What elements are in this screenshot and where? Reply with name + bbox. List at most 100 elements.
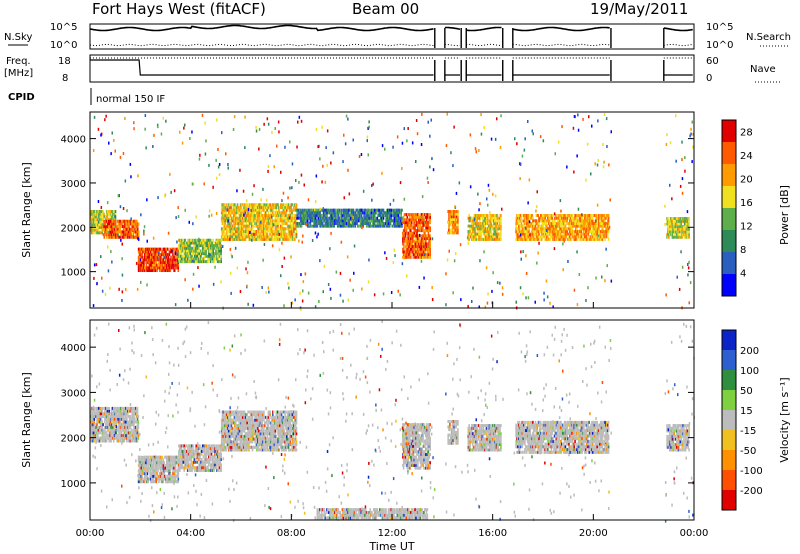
heatmap-cell [291,227,293,231]
heatmap-cell [682,226,685,230]
heatmap-cell [480,227,483,231]
heatmap-cell [260,224,263,228]
heatmap-cell [190,260,192,264]
heatmap-cell [257,219,259,223]
heatmap-cell [122,233,125,237]
heatmap-cell [569,227,572,231]
heatmap-cell [166,255,169,259]
heatmap-cell [480,232,483,236]
heatmap-cell [422,226,424,230]
heatmap-cell [602,232,605,236]
heatmap-cell [267,122,270,126]
heatmap-cell [220,257,222,261]
heatmap-cell [352,216,354,219]
heatmap-cell [581,213,583,217]
heatmap-cell [404,231,407,235]
heatmap-cell [150,258,152,262]
heatmap-cell [266,230,269,233]
heatmap-cell [305,214,307,217]
heatmap-cell [150,250,152,254]
heatmap-cell [414,215,416,219]
heatmap-cell [215,241,217,245]
heatmap-cell [405,223,408,227]
heatmap-cell [287,216,290,220]
heatmap-cell [157,125,159,129]
heatmap-cell [208,257,211,261]
heatmap-cell [271,227,273,231]
heatmap-cell [97,212,100,216]
heatmap-cell [450,228,452,232]
heatmap-cell [547,214,549,217]
heatmap-cell [145,263,148,267]
heatmap-cell [602,235,605,239]
heatmap-cell [241,214,243,217]
heatmap-cell [227,224,229,228]
heatmap-cell [122,207,125,210]
heatmap-cell [227,230,230,233]
heatmap-cell [395,222,398,225]
heatmap-cell [401,141,404,145]
heatmap-cell [578,273,581,276]
heatmap-cell [302,219,305,223]
heatmap-cell [274,230,277,233]
heatmap-cell [341,224,343,228]
heatmap-cell [524,235,526,239]
heatmap-cell [172,253,174,256]
heatmap-cell [382,214,385,217]
heatmap-cell [316,222,319,225]
heatmap-cell [607,216,610,220]
heatmap-cell [340,214,342,217]
heatmap-cell [195,260,198,264]
heatmap-cell [300,307,302,311]
heatmap-cell [448,220,450,224]
heatmap-cell [165,250,167,254]
heatmap-cell [287,230,290,233]
heatmap-cell [314,224,316,228]
heatmap-cell [579,230,582,233]
heatmap-cell [553,235,555,239]
heatmap-cell [592,222,595,225]
heatmap-cell [136,225,139,229]
heatmap-cell [123,219,126,223]
heatmap-cell [107,218,110,221]
heatmap-cell [218,249,221,253]
heatmap-cell [531,222,533,225]
heatmap-cell [314,214,316,217]
heatmap-cell [378,214,380,217]
heatmap-cell [486,237,489,241]
heatmap-cell [426,213,429,217]
heatmap-cell [339,271,342,275]
heatmap-cell [344,222,347,225]
heatmap-cell [314,211,316,215]
heatmap-cell [97,212,99,216]
heatmap-cell [390,216,393,220]
heatmap-cell [450,220,453,224]
heatmap-cell [554,219,556,223]
heatmap-cell [132,219,135,223]
colorbar-swatch [722,164,736,187]
heatmap-cell [580,224,583,228]
heatmap-cell [249,232,252,236]
heatmap-cell [377,219,379,223]
heatmap-cell [472,222,475,225]
heatmap-cell [169,250,172,254]
heatmap-cell [418,221,421,225]
heatmap-cell [257,235,259,239]
heatmap-cell [313,219,315,223]
heatmap-cell [327,216,329,220]
heatmap-cell [588,235,590,239]
heatmap-cell [100,206,103,209]
heatmap-cell [184,252,186,256]
heatmap-cell [556,214,559,217]
heatmap-cell [389,211,392,215]
heatmap-cell [177,206,179,210]
heatmap-cell [146,247,149,251]
heatmap-cell [134,235,136,239]
heatmap-cell [475,237,477,241]
heatmap-cell [668,235,670,239]
heatmap-cell [541,219,544,223]
heatmap-cell [598,227,600,231]
heatmap-cell [282,227,284,231]
heatmap-cell [292,230,294,233]
heatmap-cell [349,208,351,212]
